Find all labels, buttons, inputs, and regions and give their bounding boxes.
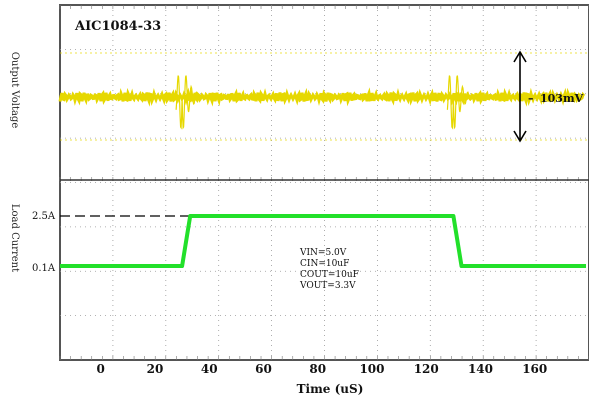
x-tick-label: 60 [255, 362, 272, 376]
ripple-measurement: – 103mV [513, 50, 584, 143]
x-axis-label: Time (uS) [297, 382, 364, 396]
chart-title: AIC1084-33 [74, 19, 161, 34]
y-label-load-current: Load Current [9, 204, 20, 272]
x-tick-label: 160 [522, 362, 547, 376]
x-tick-label: 140 [468, 362, 493, 376]
x-tick-label: 120 [414, 362, 439, 376]
voltage-transient-2 [446, 75, 476, 130]
x-tick-label: 40 [201, 362, 218, 376]
y-label-output-voltage: Output Voltage [9, 52, 20, 129]
x-tick-label: 0 [97, 362, 105, 376]
conditions-annotation: VIN=5.0V CIN=10uF COUT=10uF VOUT=3.3V [299, 248, 359, 291]
ripple-label: 103mV [540, 92, 584, 105]
voltage-ripple-line [58, 87, 586, 107]
output-voltage-trace [58, 52, 589, 141]
current-level-label-low: 0.1A [32, 263, 56, 274]
arrow-up-icon [513, 50, 527, 63]
arrow-down-icon [513, 130, 527, 143]
current-level-label-high: 2.5A [32, 211, 56, 222]
voltage-transient-1 [175, 75, 205, 130]
x-tick-label: 20 [147, 362, 164, 376]
load-current-trace [60, 214, 586, 268]
annotation-cout: COUT=10uF [300, 270, 359, 280]
grid [59, 5, 589, 360]
plot-area [59, 4, 589, 361]
x-tick-label: 80 [309, 362, 326, 376]
ripple-label-dash: – [528, 92, 534, 105]
x-tick-label: 100 [359, 362, 384, 376]
x-axis-ticks: 0 20 40 60 80 100 120 140 160 [97, 362, 548, 376]
annotation-vout: VOUT=3.3V [299, 281, 356, 291]
current-step-line [60, 214, 586, 268]
annotation-vin: VIN=5.0V [299, 248, 347, 258]
annotation-cin: CIN=10uF [300, 259, 349, 269]
